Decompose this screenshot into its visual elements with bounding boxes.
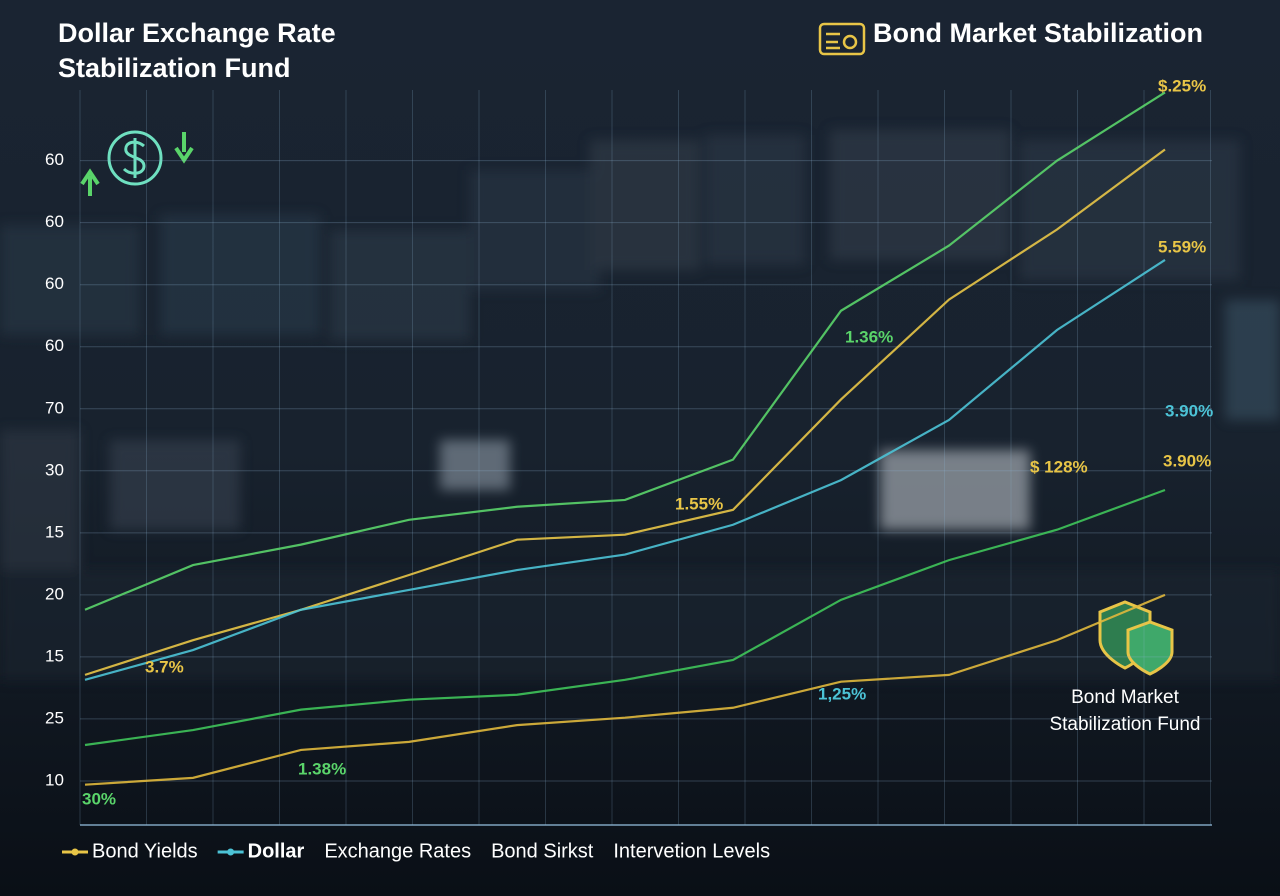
series-line xyxy=(84,91,1166,611)
y-tick-label: 25 xyxy=(45,708,64,727)
legend-label: Intervetion Levels xyxy=(613,840,770,862)
annotation: 30% xyxy=(82,789,116,808)
y-tick-label: 60 xyxy=(45,336,64,355)
y-tick-label: 60 xyxy=(45,274,64,293)
y-tick-label: 20 xyxy=(45,584,64,603)
annotation: 1.38% xyxy=(298,759,346,778)
legend-label: Bond Yields xyxy=(92,840,198,862)
annotation: 3.90% xyxy=(1163,451,1211,470)
legend-label: Exchange Rates xyxy=(324,840,471,862)
annotation: 1,25% xyxy=(818,684,866,703)
bond-icon xyxy=(818,22,866,56)
annotation: $ 128% xyxy=(1030,457,1088,476)
y-tick-label: 70 xyxy=(45,398,64,417)
annotation: 1.36% xyxy=(845,327,893,346)
dollar-icon xyxy=(80,130,194,196)
annotation: 1.55% xyxy=(675,494,723,513)
y-tick-label: 15 xyxy=(45,646,64,665)
legend-label: Dollar xyxy=(248,840,305,862)
series-line xyxy=(84,258,1166,681)
shield-icon xyxy=(1098,600,1174,676)
annotation: 5.59% xyxy=(1158,237,1206,256)
annotation: 3.90% xyxy=(1165,401,1213,420)
series-line xyxy=(84,593,1166,786)
y-tick-label: 60 xyxy=(45,150,64,169)
y-tick-label: 30 xyxy=(45,460,64,479)
legend-label: Bond Sirkst xyxy=(491,840,594,862)
annotation: 3.7% xyxy=(145,657,184,676)
series-line xyxy=(84,148,1166,676)
y-tick-label: 15 xyxy=(45,522,64,541)
legend-dot xyxy=(71,848,79,856)
background-screens xyxy=(0,130,1280,680)
side-label: Bond Market Stabilization Fund xyxy=(1049,687,1201,735)
series-line xyxy=(84,488,1166,747)
legend-dot xyxy=(227,848,235,856)
y-tick-label: 60 xyxy=(45,212,64,231)
chart-title: Dollar Exchange Rate Stabilization Fund xyxy=(58,18,336,83)
y-tick-label: 10 xyxy=(45,770,64,789)
annotation: $.25% xyxy=(1158,76,1206,95)
header-title: Bond Market Stabilization xyxy=(873,18,1204,48)
plot: 10 25 15 20 15 30 70 60 60 60 60 3.7% 1.38% 30% 1.55% 1… xyxy=(45,76,1213,862)
